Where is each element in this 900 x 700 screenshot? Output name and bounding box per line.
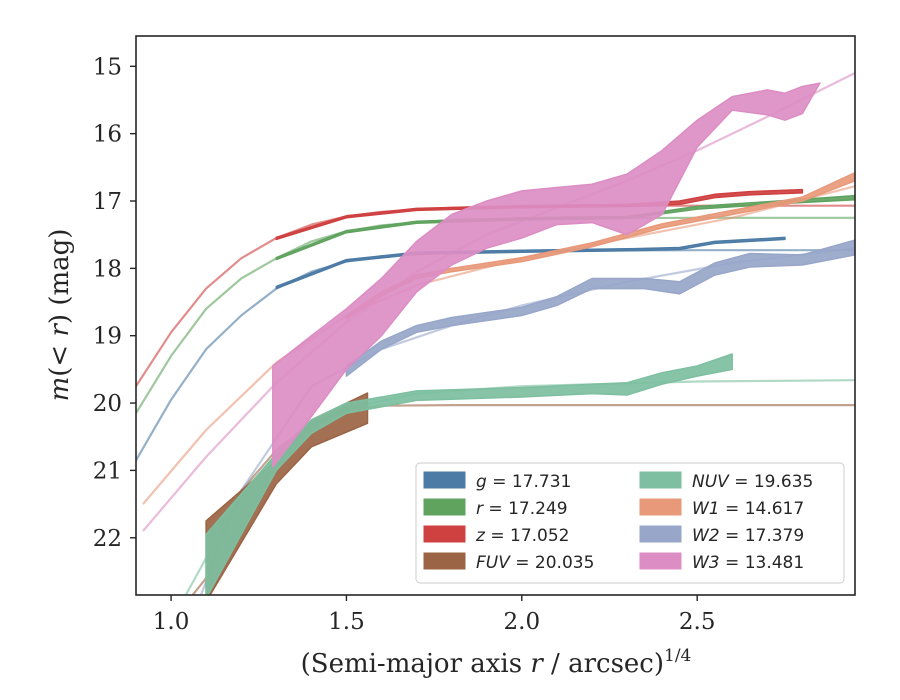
y-tick-label: 16 [93, 122, 122, 148]
legend-box [415, 462, 845, 584]
legend-swatch-z [423, 525, 466, 543]
legend-swatch-nuv [639, 471, 682, 489]
legend-label-w3: W3 = 13.481 [692, 553, 804, 573]
band-nuv [205, 353, 733, 595]
y-tick-label: 22 [93, 526, 122, 552]
legend: g = 17.731 r = 17.249 z = 17.052 FUV = 20.0… [415, 462, 845, 584]
legend-swatch-g [423, 471, 466, 489]
band-g [275, 236, 786, 290]
y-tick-label: 21 [93, 458, 122, 484]
legend-label-w2: W2 = 17.379 [692, 526, 804, 546]
legend-swatch-w1 [639, 498, 682, 516]
y-tick-label: 20 [93, 391, 122, 417]
legend-swatch-w2 [639, 525, 682, 543]
band-w2 [345, 239, 855, 377]
band-w3 [272, 82, 821, 468]
plot-frame [135, 35, 856, 596]
x-tick-label: 2.5 [679, 609, 716, 635]
legend-label-fuv: FUV = 20.035 [476, 553, 594, 573]
x-tick-label: 2.0 [504, 609, 541, 635]
legend-label-r: r = 17.249 [476, 499, 568, 519]
legend-swatch-r [423, 498, 466, 516]
legend-swatch-w3 [639, 552, 682, 570]
x-axis-ticks: 1.0 1.5 2.0 2.5 [153, 595, 716, 635]
y-tick-label: 17 [93, 189, 122, 215]
legend-swatch-fuv [423, 552, 466, 570]
legend-label-z: z = 17.052 [475, 526, 569, 546]
x-tick-label: 1.0 [153, 609, 190, 635]
y-tick-label: 19 [93, 324, 122, 350]
y-tick-label: 18 [93, 256, 122, 282]
legend-label-nuv: NUV = 19.635 [692, 472, 813, 492]
uncertainty-bands [205, 82, 855, 595]
y-axis-ticks: 15 16 17 18 19 20 21 22 [93, 54, 136, 552]
y-tick-label: 15 [93, 54, 122, 80]
band-fuv [205, 392, 369, 595]
x-axis-label: (Semi-major axis r / arcsec)1/4 [301, 646, 692, 679]
x-tick-label: 1.5 [328, 609, 365, 635]
y-axis-label: m(< r) (mag) [45, 229, 75, 402]
legend-label-g: g = 17.731 [476, 472, 571, 492]
legend-label-w1: W1 = 14.617 [692, 499, 804, 519]
